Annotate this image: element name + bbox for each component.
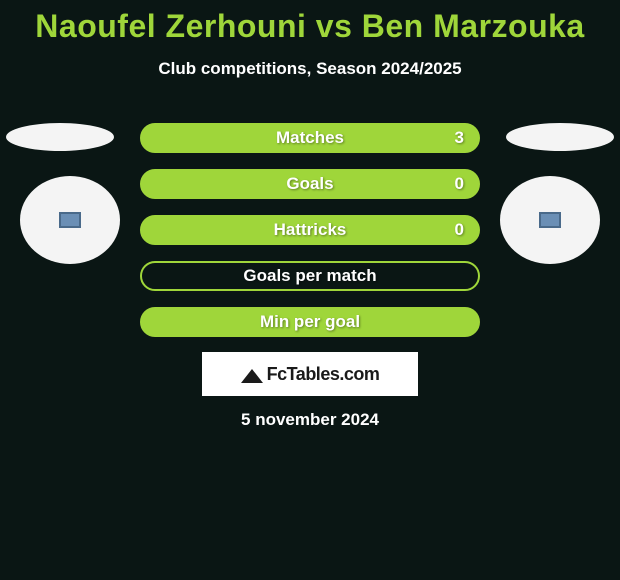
player-left-club-circle <box>20 176 120 264</box>
club-badge-icon <box>59 212 81 228</box>
player-left-shadow <box>6 123 114 151</box>
stats-list: Matches 3 Goals 0 Hattricks 0 Goals per … <box>140 123 480 353</box>
stat-row-hattricks: Hattricks 0 <box>140 215 480 245</box>
stat-value: 3 <box>455 128 464 148</box>
brand-name: FcTables.com <box>267 364 380 385</box>
stat-value: 0 <box>455 174 464 194</box>
stat-label: Hattricks <box>274 220 347 240</box>
page-subtitle: Club competitions, Season 2024/2025 <box>0 59 620 79</box>
stat-label: Goals <box>286 174 333 194</box>
stat-row-min-per-goal: Min per goal <box>140 307 480 337</box>
stat-row-goals: Goals 0 <box>140 169 480 199</box>
page-title: Naoufel Zerhouni vs Ben Marzouka <box>0 0 620 45</box>
footer-date: 5 november 2024 <box>0 410 620 430</box>
stat-value: 0 <box>455 220 464 240</box>
chart-icon <box>241 365 263 383</box>
stat-row-matches: Matches 3 <box>140 123 480 153</box>
brand-badge: FcTables.com <box>202 352 418 396</box>
stat-row-goals-per-match: Goals per match <box>140 261 480 291</box>
stat-label: Matches <box>276 128 344 148</box>
player-right-club-circle <box>500 176 600 264</box>
club-badge-icon <box>539 212 561 228</box>
stat-label: Goals per match <box>243 266 376 286</box>
stat-label: Min per goal <box>260 312 360 332</box>
player-right-shadow <box>506 123 614 151</box>
